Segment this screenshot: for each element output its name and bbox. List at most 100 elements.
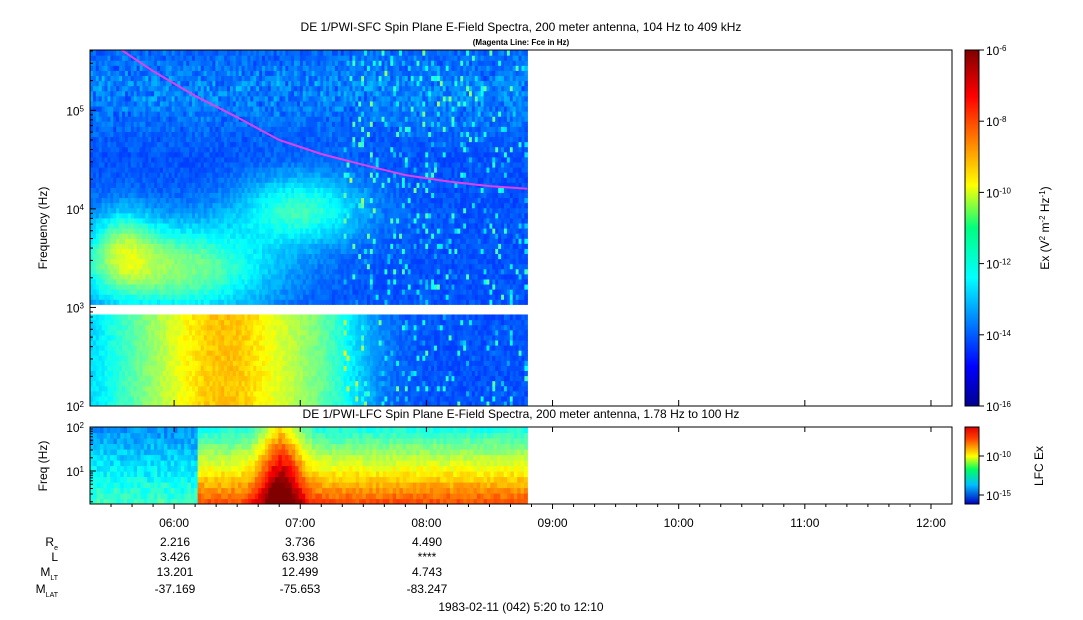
spectrogram-cell [92,197,97,204]
spectrogram-cell [192,192,196,199]
spectrogram-cell [180,131,184,138]
spectrogram-cell [136,299,141,305]
spectrogram-cell [110,146,114,153]
spectrogram-cell [291,161,295,168]
spectrogram-cell [92,380,97,387]
spectrogram-cell [157,70,161,77]
spectrogram-cell [267,334,272,341]
spectrogram-cell [124,299,129,305]
spectrogram-cell [104,385,109,392]
spectrogram-cell [294,85,298,92]
spectrogram-cell [92,339,97,346]
spectrogram-cell [262,299,266,305]
spectrogram-cell [294,151,298,158]
spectrogram-cell [200,141,205,148]
spectrogram-cell [107,355,112,361]
spectrogram-cell [127,80,132,87]
spectrogram-cell [227,202,231,209]
spectrogram-cell [110,400,114,406]
spectrogram-cell [119,217,123,224]
spectrogram-cell [224,100,228,107]
spectrogram-cell [259,329,263,336]
spectrogram-cell [215,319,219,326]
spectrogram-cell [221,243,225,249]
spectrogram-cell [151,146,155,153]
spectrogram-cell [259,222,263,229]
spectrogram-cell [133,111,138,117]
spectrogram-cell [200,197,205,204]
spectrogram-cell [221,334,225,341]
spectrogram-cell [282,258,286,265]
spectrogram-cell [218,156,222,163]
spectrogram-cell [294,131,298,138]
spectrogram-cell [133,365,138,371]
spectrogram-cell [98,161,103,168]
spectrogram-cell [212,126,216,132]
spectrogram-cell [241,192,246,199]
spectrogram-cell [174,228,179,234]
spectrogram-cell [136,80,141,87]
spectrogram-cell [235,182,240,188]
spectrogram-cell [130,121,135,127]
spectrogram-cell [107,212,112,219]
spectrogram-cell [218,187,222,193]
spectrogram-cell [209,243,214,249]
spectrogram-cell [194,258,199,265]
spectrogram-cell [273,146,278,153]
spectrogram-cell [127,131,132,138]
spectrogram-cell [116,299,120,305]
spectrogram-cell [157,131,161,138]
spectrogram-cell [130,390,135,397]
spectrogram-cell [247,233,251,239]
spectrogram-cell [247,263,251,270]
spectrogram-cell [177,141,181,148]
spectrogram-cell [101,390,106,397]
spectrogram-cell [151,319,155,326]
spectrogram-cell [241,202,246,209]
spectrogram-cell [302,344,307,351]
spectrogram-cell [192,182,196,188]
spectrogram-cell [227,207,231,214]
spectrogram-cell [296,60,301,66]
spectrogram-cell [221,350,225,356]
spectrogram-cell [127,278,132,285]
spectrogram-cell [238,355,243,361]
spectrogram-cell [215,111,219,117]
spectrogram-cell [221,141,225,148]
spectrogram-cell [139,207,144,214]
spectrogram-cell [159,95,164,102]
spectrogram-cell [209,344,214,351]
spectrogram-cell [244,385,249,392]
spectrogram-cell [186,344,190,351]
spectrogram-cell [241,172,246,178]
spectrogram-cell [148,400,152,406]
spectrogram-cell [92,70,97,77]
spectrogram-cell [235,360,240,366]
spectrogram-cell [203,131,208,138]
spectrogram-cell [122,85,126,92]
spectrogram-cell [104,177,109,183]
spectrogram-cell [180,126,184,132]
spectrogram-cell [92,365,97,371]
spectrogram-cell [101,273,106,280]
spectrogram-cell [98,197,103,204]
spectrogram-cell [113,177,117,183]
spectrogram-cell [119,278,123,285]
spectrogram-cell [124,95,129,102]
spectrogram-cell [276,80,281,87]
spectrogram-cell [296,116,301,122]
spectrogram-cell [162,319,167,326]
spectrogram-cell [270,253,275,260]
spectrogram-cell [92,217,97,224]
spectrogram-cell [136,370,141,377]
spectrogram-cell [232,278,237,285]
spectrogram-cell [139,217,144,224]
spectrogram-cell [171,355,176,361]
spectrogram-cell [92,177,97,183]
spectrogram-cell [227,380,231,387]
spectrogram-cell [139,116,144,122]
spectrogram-cell [212,161,216,168]
spectrogram-cell [116,156,120,163]
spectrogram-cell [142,146,146,153]
spectrogram-cell [235,395,240,402]
